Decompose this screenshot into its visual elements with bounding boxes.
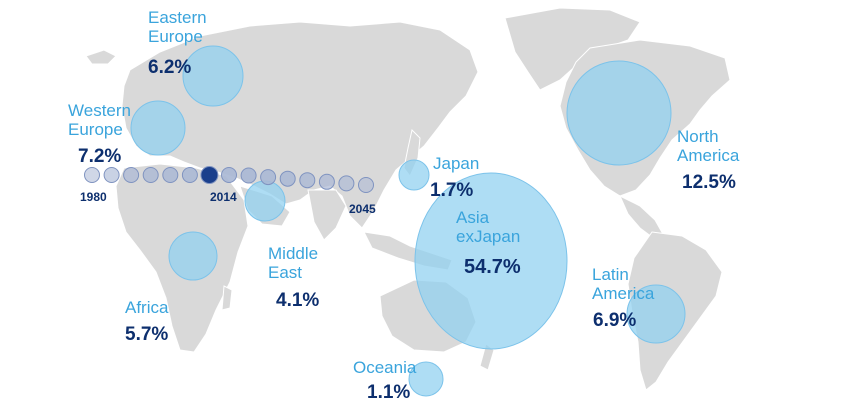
bubble-eastern-europe: [182, 45, 244, 107]
value-japan: 1.7%: [430, 180, 474, 201]
timeline-dot: [240, 167, 257, 184]
bubble-middle-east: [244, 180, 286, 222]
timeline-dot: [123, 167, 140, 183]
timeline-highlight-year: 2014: [210, 190, 237, 204]
timeline-dot: [338, 175, 355, 192]
timeline-dot: [318, 173, 335, 190]
label-oceania: Oceania: [353, 358, 417, 377]
timeline-dot: [84, 167, 100, 183]
timeline-dot: [279, 170, 296, 187]
landmass-iceland: [85, 49, 117, 65]
timeline-dot: [181, 167, 198, 183]
value-africa: 5.7%: [125, 324, 169, 345]
label-asia-exjapan: Asia exJapan: [456, 208, 521, 246]
label-africa: Africa: [125, 298, 169, 317]
value-north-america: 12.5%: [682, 172, 736, 193]
value-eastern-europe: 6.2%: [148, 57, 192, 78]
label-western-europe: Western Europe: [68, 101, 131, 139]
timeline-dot: [221, 167, 237, 183]
label-latin-america: Latin America: [592, 265, 655, 303]
bubble-africa: [168, 231, 218, 281]
bubble-japan: [398, 159, 430, 191]
timeline-end-year: 2045: [349, 202, 376, 216]
value-asia-exjapan: 54.7%: [464, 256, 521, 278]
timeline-dot-highlight: [200, 166, 219, 184]
label-middle-east: Middle East: [268, 244, 319, 282]
timeline-dots: [84, 166, 374, 193]
value-middle-east: 4.1%: [276, 290, 320, 311]
bubble-western-europe: [130, 100, 186, 156]
timeline-dot: [162, 167, 179, 183]
value-western-europe: 7.2%: [78, 146, 122, 167]
timeline-dot: [358, 177, 374, 193]
timeline-start-year: 1980: [80, 190, 107, 204]
landmass-india: [307, 189, 347, 241]
bubble-latin-america: [626, 284, 686, 344]
landmass-madagascar: [221, 285, 233, 311]
timeline-dot: [103, 167, 120, 183]
label-north-america: North America: [677, 127, 740, 165]
value-oceania: 1.1%: [367, 382, 411, 403]
value-latin-america: 6.9%: [593, 310, 637, 331]
bubble-oceania: [408, 361, 444, 397]
bubble-asia-exjapan: [414, 172, 568, 350]
timeline-dot: [142, 167, 159, 183]
timeline-dot: [260, 169, 277, 186]
bubble-north-america: [566, 60, 672, 166]
label-eastern-europe: Eastern Europe: [148, 8, 207, 46]
timeline-dot: [299, 172, 316, 189]
label-japan: Japan: [433, 154, 480, 173]
